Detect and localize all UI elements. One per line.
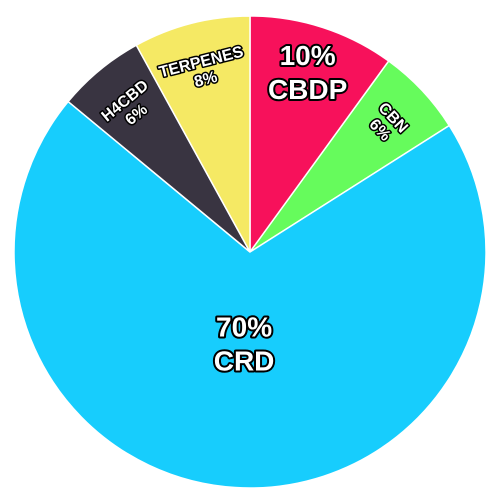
pie-slice xyxy=(135,15,251,253)
pie-slice xyxy=(13,100,487,489)
category-label: CRD xyxy=(214,346,275,377)
slice-label: 10%CBDP xyxy=(266,38,349,107)
pie-slice xyxy=(249,15,390,255)
value-label: 70% xyxy=(216,312,272,343)
category-label: CBDP xyxy=(268,74,347,105)
value-label: 10% xyxy=(280,40,336,71)
slice-label: 70%CRD xyxy=(212,310,277,379)
